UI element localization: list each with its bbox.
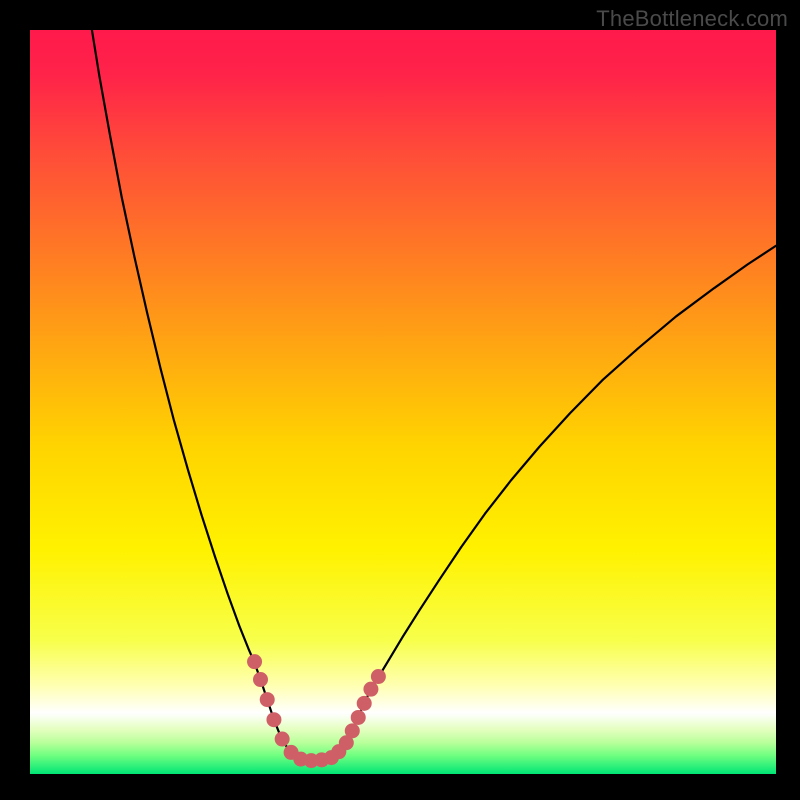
marker-point (266, 712, 281, 727)
marker-point (260, 692, 275, 707)
marker-point (247, 654, 262, 669)
chart-plot-area (30, 30, 776, 774)
marker-point (345, 723, 360, 738)
chart-curves (30, 30, 776, 774)
marker-point (351, 710, 366, 725)
marker-point (371, 669, 386, 684)
marker-point (363, 682, 378, 697)
marker-point (275, 732, 290, 747)
highlight-markers (247, 654, 386, 768)
marker-point (253, 672, 268, 687)
watermark: TheBottleneck.com (596, 6, 788, 32)
marker-point (357, 696, 372, 711)
bottleneck-curve (92, 30, 776, 761)
